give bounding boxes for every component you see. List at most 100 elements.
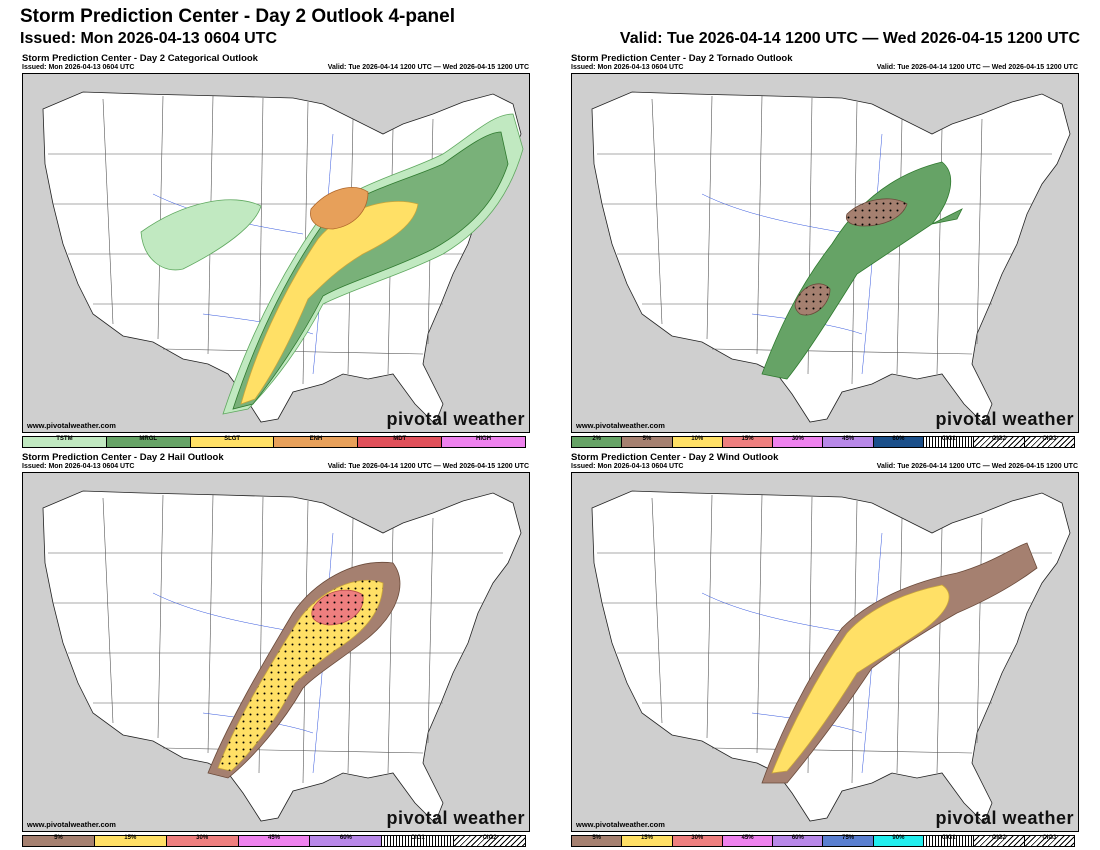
panel-valid: Valid: Tue 2026-04-14 1200 UTC — Wed 202… [327, 463, 529, 470]
website-label: www.pivotalweather.com [27, 421, 116, 430]
mrgl-area [232, 131, 509, 410]
website-label: www.pivotalweather.com [576, 421, 665, 430]
legend-item: MRGL [106, 436, 191, 447]
legend-label: TSTM [56, 436, 73, 442]
legend-item: 5% [23, 835, 95, 846]
panel-issued: Issued: Mon 2026-04-13 0604 UTC [571, 64, 684, 71]
legend-item: 45% [823, 436, 874, 447]
legend-item: TSTM [23, 436, 107, 447]
legend-label: CIG1 [941, 835, 956, 841]
tornado-cig1 [846, 198, 907, 226]
panel-title: Storm Prediction Center - Day 2 Categori… [22, 53, 258, 64]
panel-title: Storm Prediction Center - Day 2 Hail Out… [22, 452, 224, 463]
wind-15pct-area [771, 584, 950, 774]
state-border [976, 517, 983, 744]
legend-label: CIG3 [1042, 436, 1057, 442]
legend-item: 30% [773, 436, 824, 447]
legend-label: 30% [691, 835, 704, 841]
legend-item: CIG1 [924, 835, 975, 846]
legend-label: ENH [309, 436, 323, 442]
basemap [23, 74, 529, 432]
legend-label: CIG2 [992, 835, 1007, 841]
page-title: Storm Prediction Center - Day 2 Outlook … [20, 6, 455, 27]
legend-item: CIG2 [974, 835, 1025, 846]
state-border [102, 497, 114, 724]
legend-item: CIG3 [1024, 436, 1074, 447]
slgt-area [240, 200, 419, 405]
categorical-outlook-panel: Storm Prediction Center - Day 2 Categori… [19, 52, 531, 450]
website-label: www.pivotalweather.com [576, 820, 665, 829]
legend-label: MRGL [139, 436, 158, 442]
issued-time: Issued: Mon 2026-04-13 0604 UTC [20, 30, 277, 47]
legend-item: 2% [572, 436, 623, 447]
state-border [427, 517, 434, 744]
legend-label: 60% [339, 835, 352, 841]
state-border [936, 527, 943, 774]
state-border [706, 494, 713, 739]
legend-item: 15% [622, 835, 673, 846]
legend-item: CIG1 [382, 835, 455, 846]
legend-label: 30% [196, 835, 209, 841]
state-border [162, 747, 424, 754]
brand-logo: pivotal weather [386, 808, 525, 828]
legend-label: CIG1 [941, 436, 956, 442]
enh-area [310, 187, 369, 230]
map[interactable]: www.pivotalweather.com pivotal weather [571, 472, 1079, 832]
legend-label: CIG2 [992, 436, 1007, 442]
legend-label: 5% [592, 835, 601, 841]
panel-valid: Valid: Tue 2026-04-14 1200 UTC — Wed 202… [327, 64, 529, 71]
state-border [706, 95, 713, 340]
legend-item: 10% [672, 436, 723, 447]
state-border [651, 497, 663, 724]
legend-label: 45% [842, 436, 855, 442]
panel-issued: Issued: Mon 2026-04-13 0604 UTC [22, 463, 135, 470]
panel-valid: Valid: Tue 2026-04-14 1200 UTC — Wed 202… [876, 64, 1078, 71]
legend-label: 10% [691, 436, 704, 442]
hail-cig1 [218, 580, 383, 771]
legend-item: 60% [873, 436, 925, 447]
state-border [756, 95, 763, 355]
legend-label: SLGT [224, 436, 241, 442]
state-border [756, 494, 763, 754]
panel-title: Storm Prediction Center - Day 2 Wind Out… [571, 452, 779, 463]
brand-logo: pivotal weather [935, 409, 1074, 429]
legend-label: CIG1 [410, 835, 425, 841]
tornado-outlook-panel: Storm Prediction Center - Day 2 Tornado … [568, 52, 1080, 450]
legend-label: 5% [54, 835, 63, 841]
brand-logo: pivotal weather [386, 409, 525, 429]
legend-item: CIG1 [924, 436, 975, 447]
legend: TSTM MRGL SLGT ENH MDT HIGH [22, 436, 526, 448]
legend-item: 60% [310, 835, 383, 846]
legend-label: 45% [741, 835, 754, 841]
map[interactable]: www.pivotalweather.com pivotal weather [22, 472, 530, 832]
brand-logo: pivotal weather [935, 808, 1074, 828]
legend-item: 30% [166, 835, 239, 846]
state-border [976, 118, 983, 345]
legend-label: CIG2 [482, 835, 497, 841]
legend-item: 5% [622, 436, 673, 447]
legend-label: CIG3 [1042, 835, 1057, 841]
state-border [896, 118, 903, 375]
map[interactable]: www.pivotalweather.com pivotal weather [571, 73, 1079, 433]
legend-item: 45% [238, 835, 311, 846]
legend-label: MDT [393, 436, 407, 442]
panel-issued: Issued: Mon 2026-04-13 0604 UTC [22, 64, 135, 71]
panel-valid: Valid: Tue 2026-04-14 1200 UTC — Wed 202… [876, 463, 1078, 470]
map[interactable]: www.pivotalweather.com pivotal weather [22, 73, 530, 433]
legend-item: 30% [672, 835, 723, 846]
legend-item: 75% [823, 835, 874, 846]
state-border [207, 494, 214, 754]
legend-item: CIG2 [974, 436, 1025, 447]
legend: 5% 15% 30% 45% 60% 75% 90% CIG1 CIG2 CIG3 [571, 835, 1075, 847]
legend-label: 15% [741, 436, 754, 442]
legend-label: HIGH [476, 436, 492, 442]
legend-label: 75% [842, 835, 855, 841]
legend-item: 90% [873, 835, 925, 846]
legend-label: 15% [640, 835, 653, 841]
state-border [157, 494, 164, 739]
legend-label: 30% [791, 436, 804, 442]
legend-item: CIG2 [454, 835, 526, 846]
legend-item: 15% [94, 835, 167, 846]
legend-item: 15% [722, 436, 774, 447]
river [701, 592, 853, 634]
